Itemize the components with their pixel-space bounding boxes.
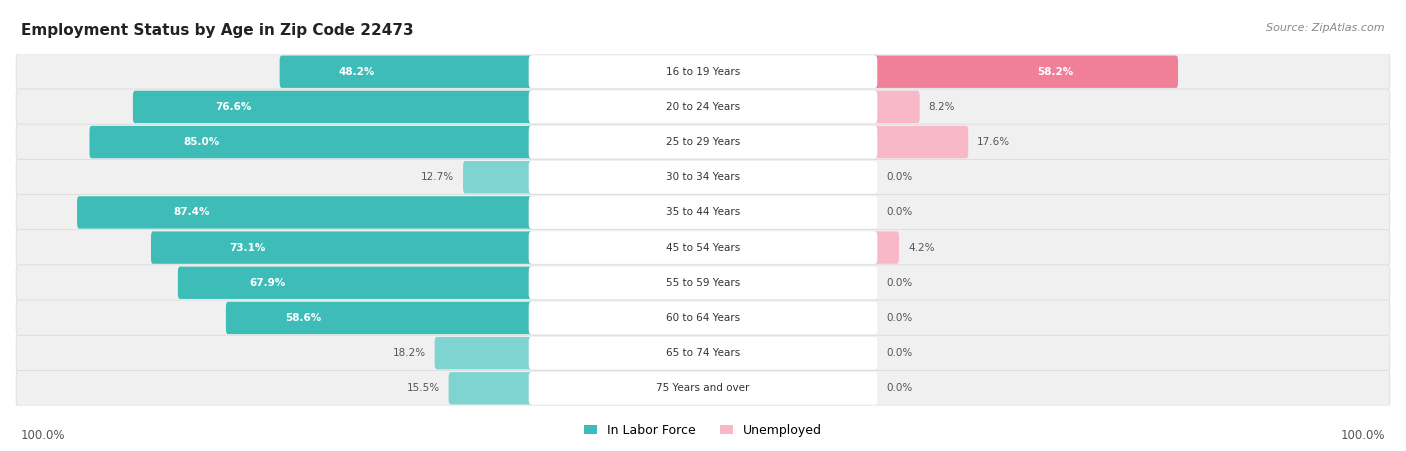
Text: 16 to 19 Years: 16 to 19 Years: [666, 67, 740, 77]
FancyBboxPatch shape: [449, 372, 533, 405]
FancyBboxPatch shape: [529, 126, 877, 158]
Text: 4.2%: 4.2%: [908, 243, 935, 253]
Text: 100.0%: 100.0%: [21, 429, 66, 442]
Text: 0.0%: 0.0%: [886, 313, 912, 323]
Text: 60 to 64 Years: 60 to 64 Years: [666, 313, 740, 323]
Text: 73.1%: 73.1%: [229, 243, 266, 253]
Text: 17.6%: 17.6%: [977, 137, 1011, 147]
Text: 65 to 74 Years: 65 to 74 Years: [666, 348, 740, 358]
FancyBboxPatch shape: [529, 337, 877, 369]
Text: 0.0%: 0.0%: [886, 348, 912, 358]
Text: 0.0%: 0.0%: [886, 383, 912, 393]
FancyBboxPatch shape: [77, 196, 533, 229]
FancyBboxPatch shape: [873, 126, 969, 158]
FancyBboxPatch shape: [15, 265, 1391, 301]
FancyBboxPatch shape: [226, 302, 533, 334]
FancyBboxPatch shape: [134, 91, 533, 123]
FancyBboxPatch shape: [15, 300, 1391, 336]
Text: 8.2%: 8.2%: [928, 102, 955, 112]
Text: 0.0%: 0.0%: [886, 172, 912, 182]
FancyBboxPatch shape: [15, 370, 1391, 406]
Text: 45 to 54 Years: 45 to 54 Years: [666, 243, 740, 253]
Text: 0.0%: 0.0%: [886, 207, 912, 217]
FancyBboxPatch shape: [529, 161, 877, 193]
Text: 87.4%: 87.4%: [174, 207, 211, 217]
Text: 0.0%: 0.0%: [886, 278, 912, 288]
Text: 25 to 29 Years: 25 to 29 Years: [666, 137, 740, 147]
FancyBboxPatch shape: [280, 55, 533, 88]
Text: 48.2%: 48.2%: [339, 67, 374, 77]
Text: 58.6%: 58.6%: [285, 313, 322, 323]
Text: 55 to 59 Years: 55 to 59 Years: [666, 278, 740, 288]
FancyBboxPatch shape: [529, 196, 877, 229]
Text: Source: ZipAtlas.com: Source: ZipAtlas.com: [1267, 23, 1385, 32]
FancyBboxPatch shape: [177, 267, 533, 299]
FancyBboxPatch shape: [529, 91, 877, 123]
FancyBboxPatch shape: [529, 55, 877, 88]
Text: 18.2%: 18.2%: [392, 348, 426, 358]
FancyBboxPatch shape: [90, 126, 533, 158]
Text: 30 to 34 Years: 30 to 34 Years: [666, 172, 740, 182]
FancyBboxPatch shape: [529, 231, 877, 264]
Text: 76.6%: 76.6%: [215, 102, 252, 112]
FancyBboxPatch shape: [15, 230, 1391, 266]
Text: 58.2%: 58.2%: [1038, 67, 1074, 77]
FancyBboxPatch shape: [434, 337, 533, 369]
FancyBboxPatch shape: [529, 302, 877, 334]
FancyBboxPatch shape: [873, 91, 920, 123]
FancyBboxPatch shape: [873, 55, 1178, 88]
FancyBboxPatch shape: [15, 54, 1391, 90]
FancyBboxPatch shape: [529, 267, 877, 299]
Text: 100.0%: 100.0%: [1340, 429, 1385, 442]
FancyBboxPatch shape: [463, 161, 533, 193]
FancyBboxPatch shape: [15, 89, 1391, 125]
Text: 75 Years and over: 75 Years and over: [657, 383, 749, 393]
Text: 15.5%: 15.5%: [406, 383, 440, 393]
FancyBboxPatch shape: [15, 194, 1391, 230]
FancyBboxPatch shape: [529, 372, 877, 405]
FancyBboxPatch shape: [15, 159, 1391, 195]
Text: Employment Status by Age in Zip Code 22473: Employment Status by Age in Zip Code 224…: [21, 23, 413, 37]
FancyBboxPatch shape: [15, 124, 1391, 160]
FancyBboxPatch shape: [15, 335, 1391, 371]
FancyBboxPatch shape: [150, 231, 533, 264]
Text: 85.0%: 85.0%: [183, 137, 219, 147]
Text: 20 to 24 Years: 20 to 24 Years: [666, 102, 740, 112]
Text: 35 to 44 Years: 35 to 44 Years: [666, 207, 740, 217]
Text: 67.9%: 67.9%: [249, 278, 285, 288]
Text: 12.7%: 12.7%: [420, 172, 454, 182]
FancyBboxPatch shape: [873, 231, 898, 264]
Legend: In Labor Force, Unemployed: In Labor Force, Unemployed: [579, 419, 827, 442]
